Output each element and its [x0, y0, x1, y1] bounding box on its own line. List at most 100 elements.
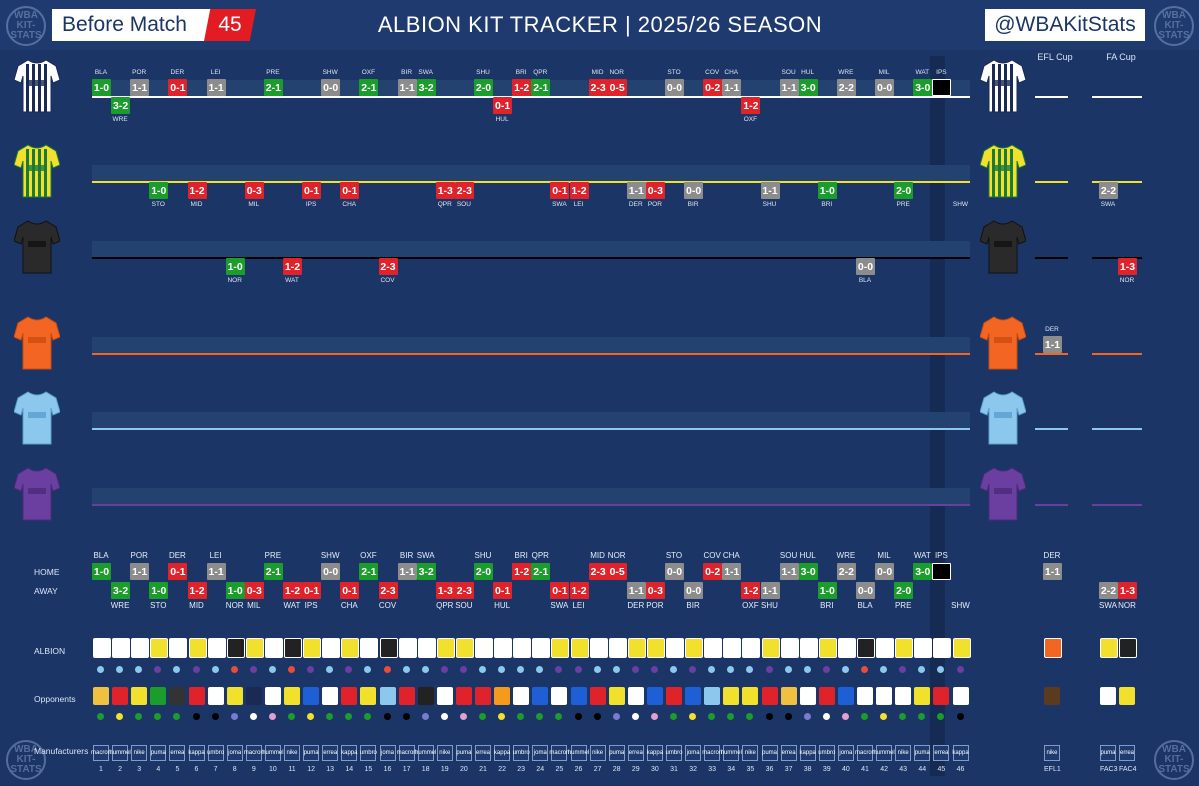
home-row-label: HOME: [34, 567, 60, 577]
before-match-pill: Before Match: [52, 9, 212, 41]
kit-row-line: [92, 504, 970, 506]
cup-manufacturer-badge: nike: [1044, 745, 1060, 761]
opponent-kit-dot: [154, 713, 162, 720]
opponent-label: POR: [647, 201, 662, 208]
result-box: 1-1: [130, 79, 150, 96]
summary-opponent-label: HUL: [799, 551, 816, 560]
fa-row-line: [1092, 257, 1142, 259]
cup-summary-box: 2-2: [1099, 582, 1118, 599]
opponent-label: WRE: [112, 116, 128, 123]
opponent-label: PRE: [266, 69, 280, 76]
result-box: 0-3: [244, 182, 264, 199]
match-number: 12: [307, 766, 315, 773]
cup-summary-box: 1-3: [1118, 582, 1137, 599]
match-number: 9: [251, 766, 256, 773]
result-box: 3-0: [913, 79, 933, 96]
summary-opponent-label: NOR: [607, 551, 626, 560]
summary-result-box: 1-2: [187, 582, 207, 599]
summary-result-box: 1-0: [92, 563, 111, 580]
result-box: 0-2: [703, 79, 723, 96]
opponent-kit-swatch: [417, 687, 434, 705]
opponent-kit-swatch: [245, 687, 262, 705]
kit-row-band: [92, 241, 970, 257]
manufacturer-badge: hummel: [109, 745, 131, 761]
summary-opponent-label: BIR: [399, 551, 414, 560]
albion-kit-dot: [345, 666, 353, 673]
summary-result-box: 1-2: [283, 582, 302, 599]
albion-kit-swatch: [551, 638, 570, 658]
match-number: 13: [326, 766, 335, 773]
summary-result-box: 1-2: [512, 563, 532, 580]
match-number: 6: [194, 766, 199, 773]
albion-kit-swatch: [475, 638, 493, 658]
opponent-label: WAT: [915, 69, 930, 76]
handle-pill: @WBAKitStats: [985, 9, 1145, 41]
summary-result-box: 2-1: [531, 563, 551, 580]
efl-row-line: [1035, 96, 1068, 98]
result-box: 1-0: [92, 79, 111, 96]
albion-kit-dot: [784, 666, 792, 673]
manufacturer-badge: kappa: [647, 745, 663, 761]
opponent-label: BIR: [401, 69, 413, 76]
albion-kit-dot: [383, 666, 391, 673]
opponent-kit-dot: [899, 713, 907, 720]
opponent-label: SWA: [418, 69, 433, 76]
albion-row-label: ALBION: [34, 646, 66, 656]
manufacturer-badge: puma: [303, 745, 320, 761]
manufacturer-badge: umbro: [360, 745, 377, 761]
result-box: 1-1: [760, 182, 780, 199]
summary-result-box: [932, 563, 952, 580]
kit-row-line: [92, 96, 970, 98]
match-number: 42: [880, 766, 888, 773]
summary-result-box: 0-1: [493, 582, 513, 599]
opponent-kit-dot: [364, 713, 372, 720]
summary-opponent-label: MIL: [877, 551, 891, 560]
result-box: 1-0: [149, 182, 169, 199]
opponent-label: SOU: [781, 69, 796, 76]
opponent-label: HUL: [495, 116, 509, 123]
opponent-kit-swatch: [455, 687, 472, 705]
albion-kit-swatch: [417, 638, 436, 658]
opponent-label: MID: [591, 69, 604, 76]
opponent-kit-swatch: [666, 687, 682, 705]
match-number: 36: [765, 766, 774, 773]
match-number: 24: [536, 766, 545, 773]
purple-kit-icon: [979, 466, 1027, 522]
opponent-kit-swatch: [341, 687, 358, 705]
summary-result-box: 1-0: [817, 582, 837, 599]
opponent-label: SWA: [552, 201, 567, 208]
opponent-label: QPR: [533, 69, 548, 76]
summary-result-box: 1-1: [206, 563, 226, 580]
manufacturer-badge: errea: [933, 745, 950, 761]
summary-opponent-label: SWA: [416, 551, 435, 560]
summary-result-box: 2-0: [474, 563, 493, 580]
albion-kit-swatch: [723, 638, 742, 658]
cup-round-label: EFL1: [1044, 766, 1061, 773]
match-number: 26: [574, 766, 583, 773]
opponent-kit-swatch: [93, 687, 109, 705]
manufacturer-badge: nike: [589, 745, 606, 761]
result-box: 0-0: [684, 182, 704, 199]
cup-manufacturer-badge: errea: [1119, 745, 1135, 761]
albion-kit-dot: [727, 666, 735, 673]
albion-kit-swatch: [914, 638, 933, 658]
albion-kit-swatch: [780, 638, 799, 658]
opponent-kit-swatch: [475, 687, 491, 705]
albion-kit-swatch: [646, 638, 665, 658]
cup-summary-box: 1-1: [1043, 563, 1062, 580]
match-number: 30: [650, 766, 659, 773]
albion-kit-dot: [479, 666, 486, 673]
opponent-label: STO: [151, 201, 165, 208]
opponent-label: SOU: [456, 201, 471, 208]
albion-kit-dot: [689, 666, 697, 673]
albion-kit-swatch: [494, 638, 513, 658]
result-box: 2-1: [531, 79, 551, 96]
albion-kit-dot: [268, 666, 276, 673]
opponent-label: CHA: [342, 201, 357, 208]
albion-kit-dot: [307, 666, 315, 673]
summary-result-box: 0-1: [168, 563, 188, 580]
summary-opponent-label: OXF: [742, 601, 759, 610]
wba-logo-bottom-right: WBA KIT-STATS: [1154, 740, 1194, 780]
opponent-label: BRI: [515, 69, 527, 76]
albion-kit-swatch: [761, 638, 780, 658]
